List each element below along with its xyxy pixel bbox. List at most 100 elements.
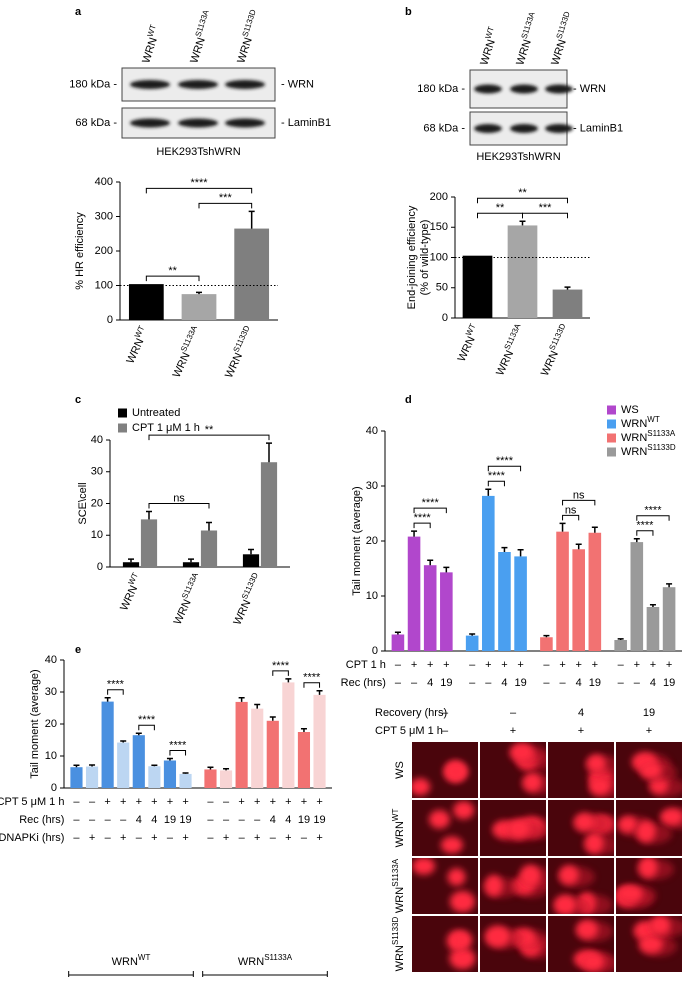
- row-cell: +: [427, 659, 433, 671]
- comet-head: [429, 810, 450, 829]
- bar: [70, 767, 83, 788]
- y-tick-label: 300: [95, 210, 113, 222]
- comet-image: [412, 800, 478, 856]
- x-tick-label-base: WRN: [124, 337, 146, 366]
- y-axis-label: % HR efficiency: [74, 212, 86, 290]
- x-tick-label-sup: S1133A: [180, 571, 200, 601]
- comet-image: [480, 742, 546, 798]
- bar: [260, 462, 278, 567]
- legend-label: WS: [621, 404, 639, 416]
- group-label-base: WRN: [238, 956, 264, 968]
- row-cell: –: [618, 659, 625, 671]
- significance-bracket: [636, 530, 654, 536]
- comet-head: [449, 947, 476, 970]
- row-cell: 4: [501, 677, 507, 689]
- y-tick-label: 40: [45, 654, 57, 666]
- significance-label: ****: [496, 455, 514, 467]
- bar: [313, 694, 326, 788]
- comet-image: [480, 800, 546, 856]
- bar: [128, 284, 164, 320]
- lane-label-base: WRN: [188, 36, 208, 65]
- row-cell: +: [485, 659, 491, 671]
- error-bar: [248, 548, 254, 555]
- bar: [588, 532, 602, 651]
- significance-label: ****: [414, 512, 432, 524]
- comet-header-cell: +: [578, 725, 584, 737]
- comet-image: [548, 800, 614, 856]
- lane-label-sup: S1133A: [520, 10, 537, 40]
- blot-band: [225, 80, 265, 89]
- bar: [662, 587, 676, 651]
- row-cell: –: [485, 677, 492, 689]
- x-tick-label-sup: S1133A: [503, 322, 523, 352]
- y-tick-label: 40: [366, 425, 378, 437]
- comet-head: [447, 868, 466, 886]
- lane-label-sup: WT: [484, 25, 496, 40]
- band-size: 180 kDa -: [417, 83, 465, 95]
- group-label-sup: WT: [138, 953, 151, 962]
- row-cell: –: [239, 814, 246, 826]
- x-tick-label-sup: WT: [464, 322, 477, 337]
- bar: [234, 228, 270, 320]
- legend-swatch: [118, 423, 127, 433]
- x-tick-label-sup: S1133D: [232, 324, 252, 354]
- significance-bracket: [198, 202, 253, 209]
- row-cell: +: [89, 832, 95, 844]
- lane-label-base: WRN: [478, 38, 498, 67]
- x-tick-label-base: WRN: [231, 598, 253, 627]
- significance-bracket: [138, 724, 155, 731]
- row-cell: 4: [270, 814, 276, 826]
- row-cell: –: [105, 814, 112, 826]
- x-tick-label: WRNWT: [453, 322, 483, 363]
- row-cell: 19: [164, 814, 176, 826]
- row-cell: +: [151, 832, 157, 844]
- comet-head: [412, 778, 431, 796]
- row-cell: +: [650, 659, 656, 671]
- error-bar: [128, 558, 134, 563]
- row-cell: +: [575, 659, 581, 671]
- comet-head: [519, 864, 541, 887]
- error-bar: [89, 764, 96, 767]
- bar: [507, 225, 538, 318]
- significance-label: ****: [303, 672, 321, 684]
- x-tick-label: WRNS1133A: [492, 322, 529, 378]
- error-bar: [151, 764, 158, 767]
- panel-label: b: [405, 6, 412, 18]
- bar: [556, 531, 569, 651]
- significance-bracket: [148, 502, 210, 509]
- comet-row-label-base: WRN: [394, 945, 406, 971]
- row-cell: –: [89, 796, 96, 808]
- blot-band: [130, 80, 170, 89]
- comet-header-label: Recovery (hrs): [375, 707, 447, 719]
- x-tick-label-sup: S1133D: [240, 571, 260, 601]
- comet-image: [480, 858, 546, 914]
- error-bar: [248, 210, 255, 229]
- x-tick-label-base: WRN: [171, 351, 193, 380]
- comet-head: [449, 890, 476, 913]
- error-bar: [427, 559, 434, 566]
- row-cell: –: [207, 796, 214, 808]
- significance-bracket: [107, 689, 124, 695]
- significance-label: ***: [219, 192, 233, 204]
- error-bar: [443, 566, 450, 573]
- lane-label: WRNS1133D: [547, 10, 578, 67]
- blot-band: [545, 84, 573, 94]
- x-tick-label: WRNS1133A: [168, 324, 205, 380]
- comet-head: [440, 836, 463, 854]
- y-tick-label: 200: [430, 191, 448, 203]
- significance-label: ns: [173, 492, 185, 504]
- error-bar: [166, 757, 173, 761]
- panel-label: e: [75, 644, 81, 656]
- y-tick-label: 200: [95, 245, 113, 257]
- significance-bracket: [148, 434, 270, 441]
- row-cell: +: [559, 659, 565, 671]
- comet-head: [484, 925, 511, 948]
- error-bar: [104, 697, 111, 702]
- y-axis-label: Tail moment (average): [29, 669, 41, 778]
- legend-label: WRNS1133D: [621, 443, 676, 458]
- error-bar: [485, 488, 492, 496]
- row-cell: +: [254, 832, 260, 844]
- row-label: DNAPKi (hrs): [0, 832, 64, 844]
- row-cell: –: [559, 677, 566, 689]
- comet-header-label: CPT 5 μM 1 h: [375, 725, 443, 737]
